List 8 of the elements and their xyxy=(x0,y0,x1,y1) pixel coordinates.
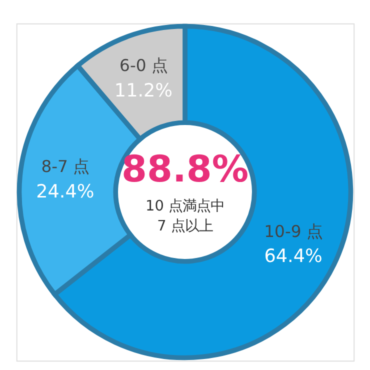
text: 10 点満点中 xyxy=(146,198,224,214)
text: 88.8% xyxy=(121,147,249,190)
data-label: 24.4% xyxy=(36,181,94,202)
slice-label: 6-0 点 xyxy=(120,56,168,76)
text: 7 点以上 xyxy=(157,218,213,235)
slice-label: 8-7 点 xyxy=(41,157,90,176)
data-label: 64.4% xyxy=(264,246,322,267)
slice-label: 10-9 点 xyxy=(264,222,323,241)
